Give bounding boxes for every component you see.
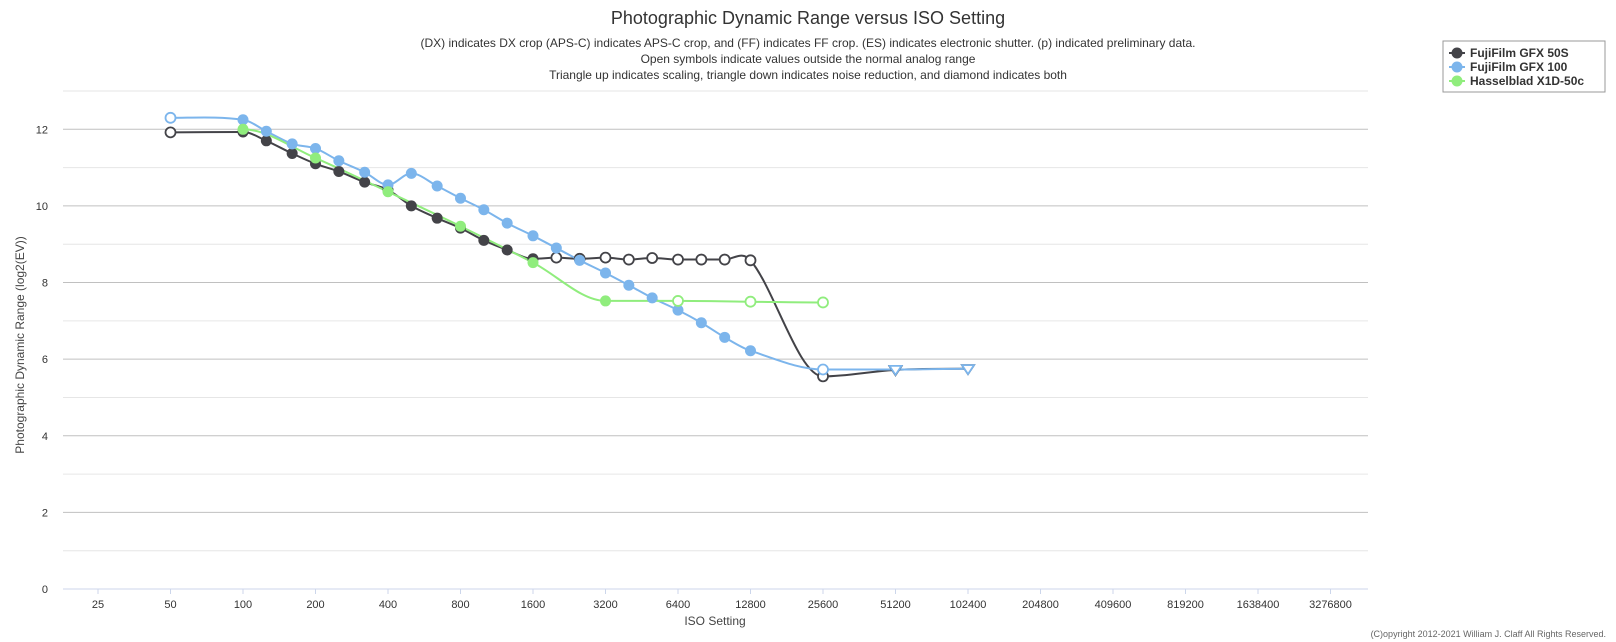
x-tick-label: 1638400 [1237, 599, 1280, 611]
y-axis-title: Photographic Dynamic Range (log2(EV)) [13, 236, 27, 453]
data-point [623, 279, 635, 291]
data-point [310, 152, 321, 164]
legend-symbol [1451, 75, 1463, 87]
x-tick-label: 25 [92, 599, 104, 611]
data-point [359, 166, 371, 178]
x-tick-label: 100 [234, 599, 252, 611]
data-point [478, 204, 490, 216]
data-point [478, 234, 490, 246]
grid-lines [63, 90, 1368, 590]
x-tick-label: 1600 [521, 599, 545, 611]
y-tick-label: 6 [42, 354, 48, 366]
x-tick-label: 800 [451, 599, 469, 611]
y-tick-label: 4 [42, 431, 48, 443]
y-axis-tick-labels: 0 2 4 6 8 10 12 [36, 124, 48, 596]
data-point-open [672, 295, 684, 307]
legend-label: Hasselblad X1D-50c [1470, 74, 1584, 88]
data-point [719, 331, 731, 343]
y-tick-label: 8 [42, 278, 48, 290]
data-point-triangle-down [887, 364, 904, 377]
x-axis-title: ISO Setting [684, 614, 745, 628]
x-tick-label: 50 [164, 599, 176, 611]
chart-subtitle-line-2: Open symbols indicate values outside the… [641, 52, 976, 66]
data-point [527, 230, 539, 242]
data-point [646, 292, 658, 304]
data-point [286, 138, 298, 150]
data-point-open [672, 253, 684, 266]
x-tick-label: 819200 [1167, 599, 1204, 611]
legend-symbol [1451, 47, 1463, 59]
data-point [550, 242, 562, 254]
data-point-open [817, 363, 829, 376]
legend-box [1442, 40, 1606, 93]
data-point [431, 212, 443, 224]
x-axis-tick-labels: 25 50 100 200 400 800 1600 3200 6400 12800 25600 51… [92, 589, 1352, 611]
legend-label: FujiFilm GFX 100 [1470, 60, 1568, 74]
data-point-open [164, 111, 177, 124]
data-point [672, 304, 684, 316]
y-tick-label: 12 [36, 124, 48, 136]
x-tick-label: 51200 [880, 599, 911, 611]
x-tick-label: 3200 [593, 599, 617, 611]
data-point [501, 244, 513, 256]
data-point [600, 267, 611, 279]
chart-subtitle-line-1: (DX) indicates DX crop (APS-C) indicates… [421, 36, 1196, 50]
data-point [527, 257, 539, 269]
data-point [745, 345, 756, 357]
data-point [695, 317, 707, 329]
x-tick-label: 204800 [1022, 599, 1059, 611]
data-point-open [164, 126, 177, 139]
data-point [359, 176, 371, 188]
data-point [310, 142, 321, 154]
data-point [260, 135, 272, 147]
legend-symbol [1451, 61, 1463, 73]
x-tick-label: 6400 [666, 599, 690, 611]
data-point [600, 295, 611, 307]
data-point-open [646, 252, 659, 264]
data-point-open [695, 253, 708, 266]
data-point-open [599, 251, 612, 264]
chart-title: Photographic Dynamic Range versus ISO Se… [611, 8, 1005, 28]
data-point-triangle-down [960, 364, 976, 376]
data-point [455, 220, 466, 232]
data-point [260, 125, 272, 137]
data-point [286, 147, 298, 159]
y-tick-label: 2 [42, 507, 48, 519]
series-markers [164, 111, 976, 383]
copyright-credit: (C)opyright 2012-2021 William J. Claff A… [1371, 629, 1606, 639]
data-point [405, 167, 417, 179]
y-tick-label: 10 [36, 201, 48, 213]
x-tick-label: 409600 [1095, 599, 1132, 611]
data-point [237, 123, 249, 135]
data-point-open [718, 253, 731, 266]
data-point [405, 200, 417, 212]
chart-subtitle-line-3: Triangle up indicates scaling, triangle … [549, 68, 1067, 82]
x-tick-label: 12800 [735, 599, 766, 611]
x-tick-label: 25600 [808, 599, 839, 611]
data-point [237, 114, 249, 126]
data-point [501, 217, 513, 229]
y-tick-label: 0 [42, 584, 48, 596]
x-tick-label: 200 [306, 599, 324, 611]
data-point [455, 192, 466, 204]
data-point-open [550, 251, 563, 264]
data-point [431, 180, 443, 192]
legend-label: FujiFilm GFX 50S [1470, 46, 1569, 60]
x-tick-label: 3276800 [1309, 599, 1352, 611]
data-point-open [744, 295, 757, 308]
data-point [382, 186, 394, 198]
data-point [333, 155, 345, 167]
data-point [333, 165, 345, 177]
data-point-open [622, 253, 635, 266]
x-tick-label: 400 [379, 599, 397, 611]
data-point-open [744, 254, 757, 267]
x-tick-label: 102400 [950, 599, 987, 611]
data-point-open [817, 296, 829, 309]
data-point [574, 254, 586, 266]
